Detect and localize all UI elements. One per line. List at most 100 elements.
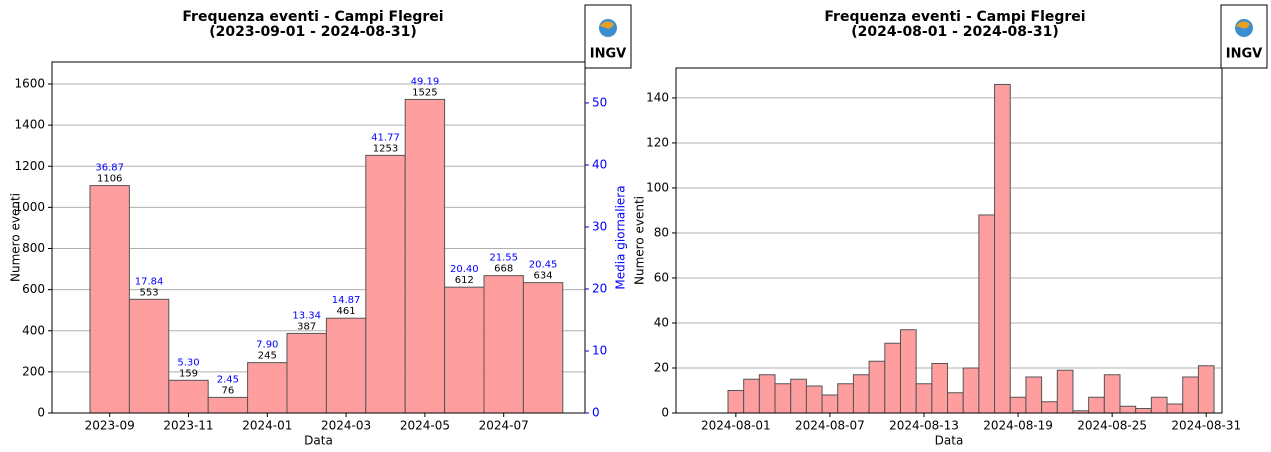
y2-axis-label: Media giornaliera xyxy=(614,185,628,289)
bar xyxy=(1041,401,1058,414)
mean-label: 36.87 xyxy=(95,163,124,174)
bar xyxy=(483,275,524,414)
bar xyxy=(805,385,823,414)
bar xyxy=(1150,396,1168,414)
x-tick-label: 2024-08-01 xyxy=(701,419,771,433)
bar xyxy=(1088,396,1105,414)
mean-label: 14.87 xyxy=(332,295,361,306)
bar xyxy=(931,362,949,414)
y2-tick-label: 0 xyxy=(592,406,600,420)
bar xyxy=(758,374,776,414)
y-tick-label: 140 xyxy=(646,90,669,104)
count-label: 76 xyxy=(222,385,235,396)
bar xyxy=(1025,376,1043,414)
bar xyxy=(1135,407,1152,414)
x-tick-label: 2024-08-19 xyxy=(983,419,1053,433)
mean-label: 20.40 xyxy=(450,264,479,275)
mean-label: 13.34 xyxy=(292,310,321,321)
y-tick-label: 400 xyxy=(22,323,45,337)
bar xyxy=(837,383,854,414)
x-tick-label: 2024-08-13 xyxy=(889,419,959,433)
title-line: Frequenza eventi - Campi Flegrei xyxy=(824,9,1085,25)
mean-label: 2.45 xyxy=(217,374,239,385)
x-tick-label: 2024-08-07 xyxy=(795,419,865,433)
count-label: 1525 xyxy=(412,87,437,98)
title-line: (2023-09-01 - 2024-08-31) xyxy=(209,24,416,40)
bar xyxy=(727,389,745,414)
bar xyxy=(1197,365,1215,414)
bar xyxy=(852,374,870,414)
bar xyxy=(207,396,249,414)
plot-frame xyxy=(675,67,1223,414)
bar xyxy=(89,185,130,414)
bar xyxy=(444,286,485,414)
y2-tick-label: 40 xyxy=(592,157,607,171)
bar xyxy=(899,329,917,414)
bar xyxy=(325,317,367,414)
x-tick-label: 2024-05 xyxy=(400,419,450,433)
x-tick-label: 2023-09 xyxy=(85,419,135,433)
x-tick-label: 2024-03 xyxy=(321,419,371,433)
bar xyxy=(962,367,980,414)
logo-text: INGV xyxy=(590,47,626,62)
title-line: (2024-08-01 - 2024-08-31) xyxy=(851,24,1058,40)
bar xyxy=(286,332,327,414)
x-axis-label: Data xyxy=(935,434,964,448)
bar xyxy=(978,214,996,414)
count-label: 668 xyxy=(494,264,513,275)
bar xyxy=(774,383,792,414)
count-label: 159 xyxy=(179,368,198,379)
title-line: Frequenza eventi - Campi Flegrei xyxy=(182,9,443,25)
mean-label: 5.30 xyxy=(177,357,199,368)
bar xyxy=(1103,374,1121,414)
y-tick-label: 600 xyxy=(22,282,45,296)
bar xyxy=(1009,396,1027,414)
y-tick-label: 40 xyxy=(654,315,669,329)
y-tick-label: 1600 xyxy=(14,77,45,91)
plot-frame xyxy=(51,61,586,414)
bar xyxy=(1166,403,1184,414)
y-tick-label: 0 xyxy=(661,406,669,420)
y2-tick-label: 20 xyxy=(592,281,607,295)
y-tick-label: 100 xyxy=(646,180,669,194)
y-tick-label: 20 xyxy=(654,360,669,374)
count-label: 553 xyxy=(140,287,159,298)
bar xyxy=(994,83,1011,414)
x-axis-label: Data xyxy=(304,434,333,448)
count-label: 387 xyxy=(297,321,316,332)
mean-label: 17.84 xyxy=(135,276,164,287)
y2-tick-label: 30 xyxy=(592,219,607,233)
bar xyxy=(404,98,446,414)
logo: INGV INGV xyxy=(584,4,1268,69)
bar xyxy=(247,362,288,414)
mean-label: 49.19 xyxy=(411,76,440,87)
y-tick-label: 800 xyxy=(22,241,45,255)
x-tick-label: 2024-08-25 xyxy=(1077,419,1147,433)
bar xyxy=(128,298,170,414)
logo-text: INGV xyxy=(1226,47,1262,62)
count-label: 1106 xyxy=(97,174,122,185)
bar xyxy=(1182,376,1199,414)
y-tick-label: 120 xyxy=(646,135,669,149)
chart-title: Frequenza eventi - Campi Flegrei (2024-08… xyxy=(824,9,1085,40)
bar xyxy=(365,154,406,414)
bar xyxy=(947,392,964,414)
x-tick-label: 2024-01 xyxy=(242,419,292,433)
y2-tick-label: 10 xyxy=(592,343,607,357)
bar xyxy=(884,342,901,414)
y-axis-label: Numero eventi xyxy=(633,196,647,285)
y-tick-label: 1000 xyxy=(14,200,45,214)
mean-label: 20.45 xyxy=(529,260,558,271)
bar xyxy=(868,360,886,414)
count-label: 1253 xyxy=(373,143,398,154)
y-axis-label: Numero eventi xyxy=(9,193,23,282)
y-tick-label: 80 xyxy=(654,225,669,239)
bar xyxy=(915,383,933,414)
x-tick-label: 2024-08-31 xyxy=(1171,419,1241,433)
count-label: 245 xyxy=(258,351,277,362)
bar xyxy=(1119,405,1137,414)
bar xyxy=(168,379,209,414)
y-tick-label: 1200 xyxy=(14,159,45,173)
mean-label: 7.90 xyxy=(256,340,278,351)
